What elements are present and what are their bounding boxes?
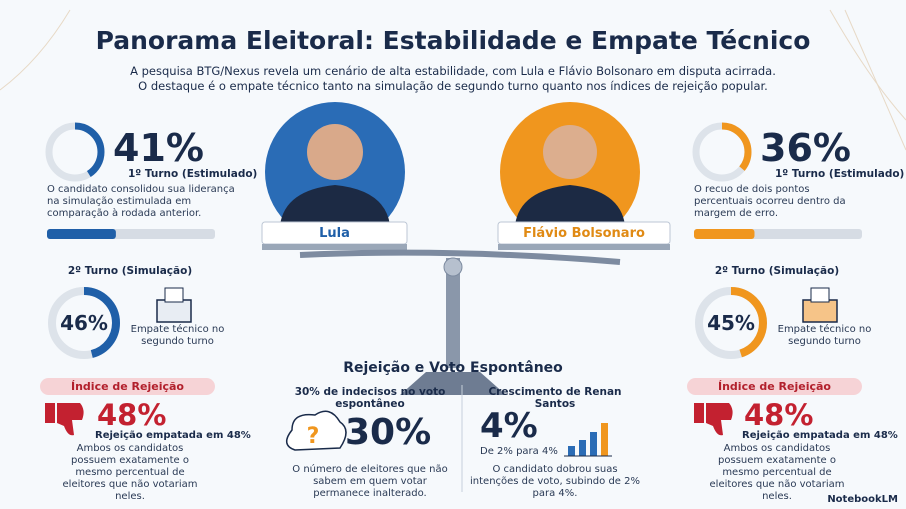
renan-note: O candidato dobrou suas intenções de vot…: [470, 464, 640, 499]
second-round-note: Empate técnico no segundo turno: [777, 324, 872, 347]
bar-icon: [564, 423, 612, 457]
thumbs-down: [694, 403, 733, 436]
rejection-caption: Rejeição empatada em 48%: [95, 430, 251, 441]
progress-fill: [694, 229, 755, 239]
portrait-head: [543, 125, 597, 179]
undecided-title: 30% de indecisos no voto espontâneo: [294, 386, 446, 410]
portrait-head: [307, 124, 363, 180]
first-round-value: 36%: [760, 126, 851, 170]
subtitle-line: O destaque é o empate técnico tanto na s…: [138, 79, 768, 93]
scale: [262, 244, 670, 395]
portrait-body: [280, 185, 390, 225]
first-round-caption: 1º Turno (Estimulado): [128, 168, 258, 180]
rejection-value: 48%: [97, 398, 167, 432]
title: Panorama Eleitoral: Estabilidade e Empat…: [95, 26, 811, 55]
second-round-value: 46%: [60, 311, 108, 335]
center-heading: Rejeição e Voto Espontâneo: [343, 360, 563, 376]
donut-arc: [695, 287, 767, 359]
undecided-value: 30%: [345, 412, 432, 453]
svg-text:?: ?: [307, 424, 320, 449]
rejection-value: 48%: [744, 398, 814, 432]
candidate-name: Flávio Bolsonaro: [523, 226, 645, 241]
footer: NotebookLM: [827, 494, 898, 505]
decor: [0, 9, 906, 151]
second-round-heading: 2º Turno (Simulação): [67, 265, 193, 277]
thumbs-down: [45, 403, 84, 436]
second-round-value: 45%: [707, 311, 755, 335]
portrait-body: [515, 185, 625, 225]
first-round-note: O recuo de dois pontos percentuais ocorr…: [694, 184, 846, 219]
subtitle-line: A pesquisa BTG/Nexus revela um cenário d…: [130, 64, 776, 78]
candidate-name: Lula: [319, 226, 350, 241]
renan-title: Crescimento de Renan Santos: [488, 386, 622, 410]
first-round-caption: 1º Turno (Estimulado): [775, 168, 905, 180]
donut-arc: [692, 122, 752, 182]
rejection-note: Ambos os candidatos possuem exatamente o…: [709, 443, 845, 502]
progress-fill: [47, 229, 116, 239]
first-round-note: O candidato consolidou sua liderança na …: [47, 184, 235, 219]
rejection-heading: Índice de Rejeição: [687, 378, 862, 395]
rejection-caption: Rejeição empatada em 48%: [742, 430, 898, 441]
renan-sub: De 2% para 4%: [480, 446, 558, 457]
second-round-heading: 2º Turno (Simulação): [714, 265, 840, 277]
subtitle: A pesquisa BTG/Nexus revela um cenário d…: [0, 64, 906, 94]
donut-arc: [45, 122, 105, 182]
donut-arc: [48, 287, 120, 359]
rejection-note: Ambos os candidatos possuem exatamente o…: [62, 443, 198, 502]
rejection-heading: Índice de Rejeição: [40, 378, 215, 395]
second-round-note: Empate técnico no segundo turno: [130, 324, 225, 347]
first-round-value: 41%: [113, 126, 204, 170]
renan-value: 4%: [480, 406, 538, 446]
undecided-note: O número de eleitores que não sabem em q…: [292, 464, 448, 499]
ballot-icon: [156, 287, 192, 323]
ballot-icon: [802, 287, 838, 323]
cloud-icon: ?: [286, 410, 347, 451]
